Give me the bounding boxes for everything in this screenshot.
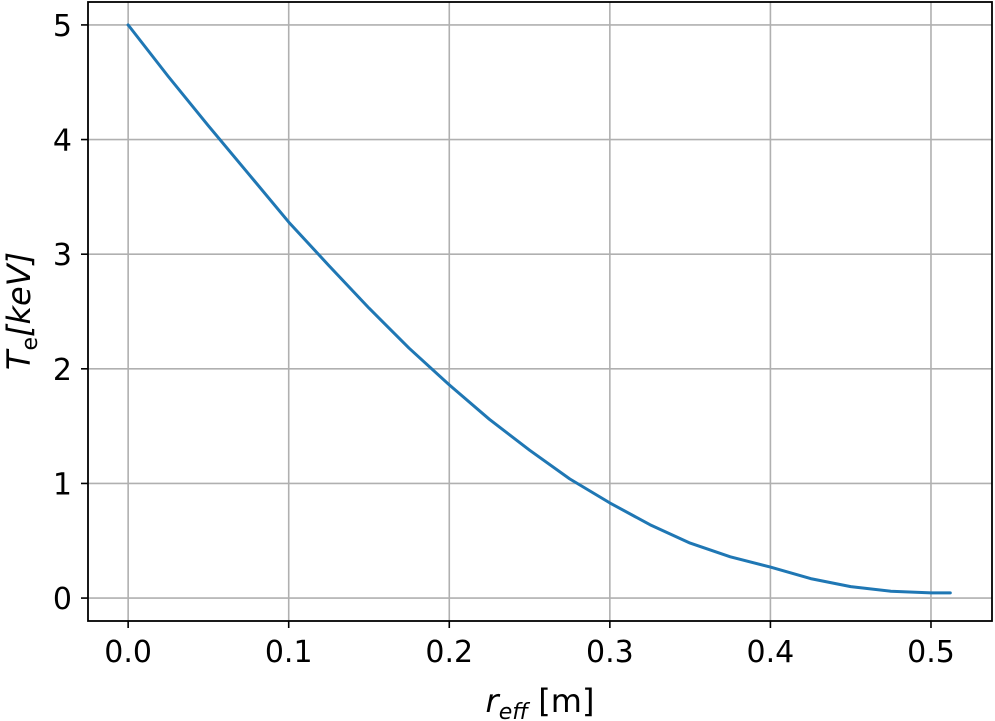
x-tick-label: 0.5: [907, 635, 955, 670]
x-axis-label: reff [m]: [486, 682, 595, 721]
y-axis-label-unit: [keV]: [0, 252, 38, 337]
x-tick-label: 0.3: [586, 635, 634, 670]
y-tick-label: 1: [53, 467, 72, 502]
x-tick-label: 0.0: [104, 635, 152, 670]
y-tick-label: 5: [53, 9, 72, 44]
series-line: [126, 23, 952, 595]
x-tick-label: 0.4: [747, 635, 795, 670]
y-axis-label: Te[keV]: [0, 252, 43, 370]
y-tick-label: 2: [53, 353, 72, 388]
y-tick-label: 3: [53, 238, 72, 273]
x-tick-label: 0.2: [425, 635, 473, 670]
x-axis-label-unit: [m]: [528, 682, 594, 720]
series-layer: [126, 23, 952, 595]
x-axis-label-subscript: eff: [499, 700, 531, 721]
plot-frame: [87, 1, 993, 622]
y-tick-label: 4: [53, 124, 72, 159]
grid: [88, 2, 992, 621]
y-tick-label: 0: [53, 582, 72, 617]
y-axis-label-main: T: [0, 348, 38, 370]
ticks: 0.0 0.1 0.2 0.3 0.4 0.5 0 1 2 3 4 5: [53, 9, 955, 670]
y-axis-label-subscript: e: [18, 337, 43, 351]
x-axis-label-main: r: [486, 682, 501, 720]
x-tick-label: 0.1: [265, 635, 313, 670]
